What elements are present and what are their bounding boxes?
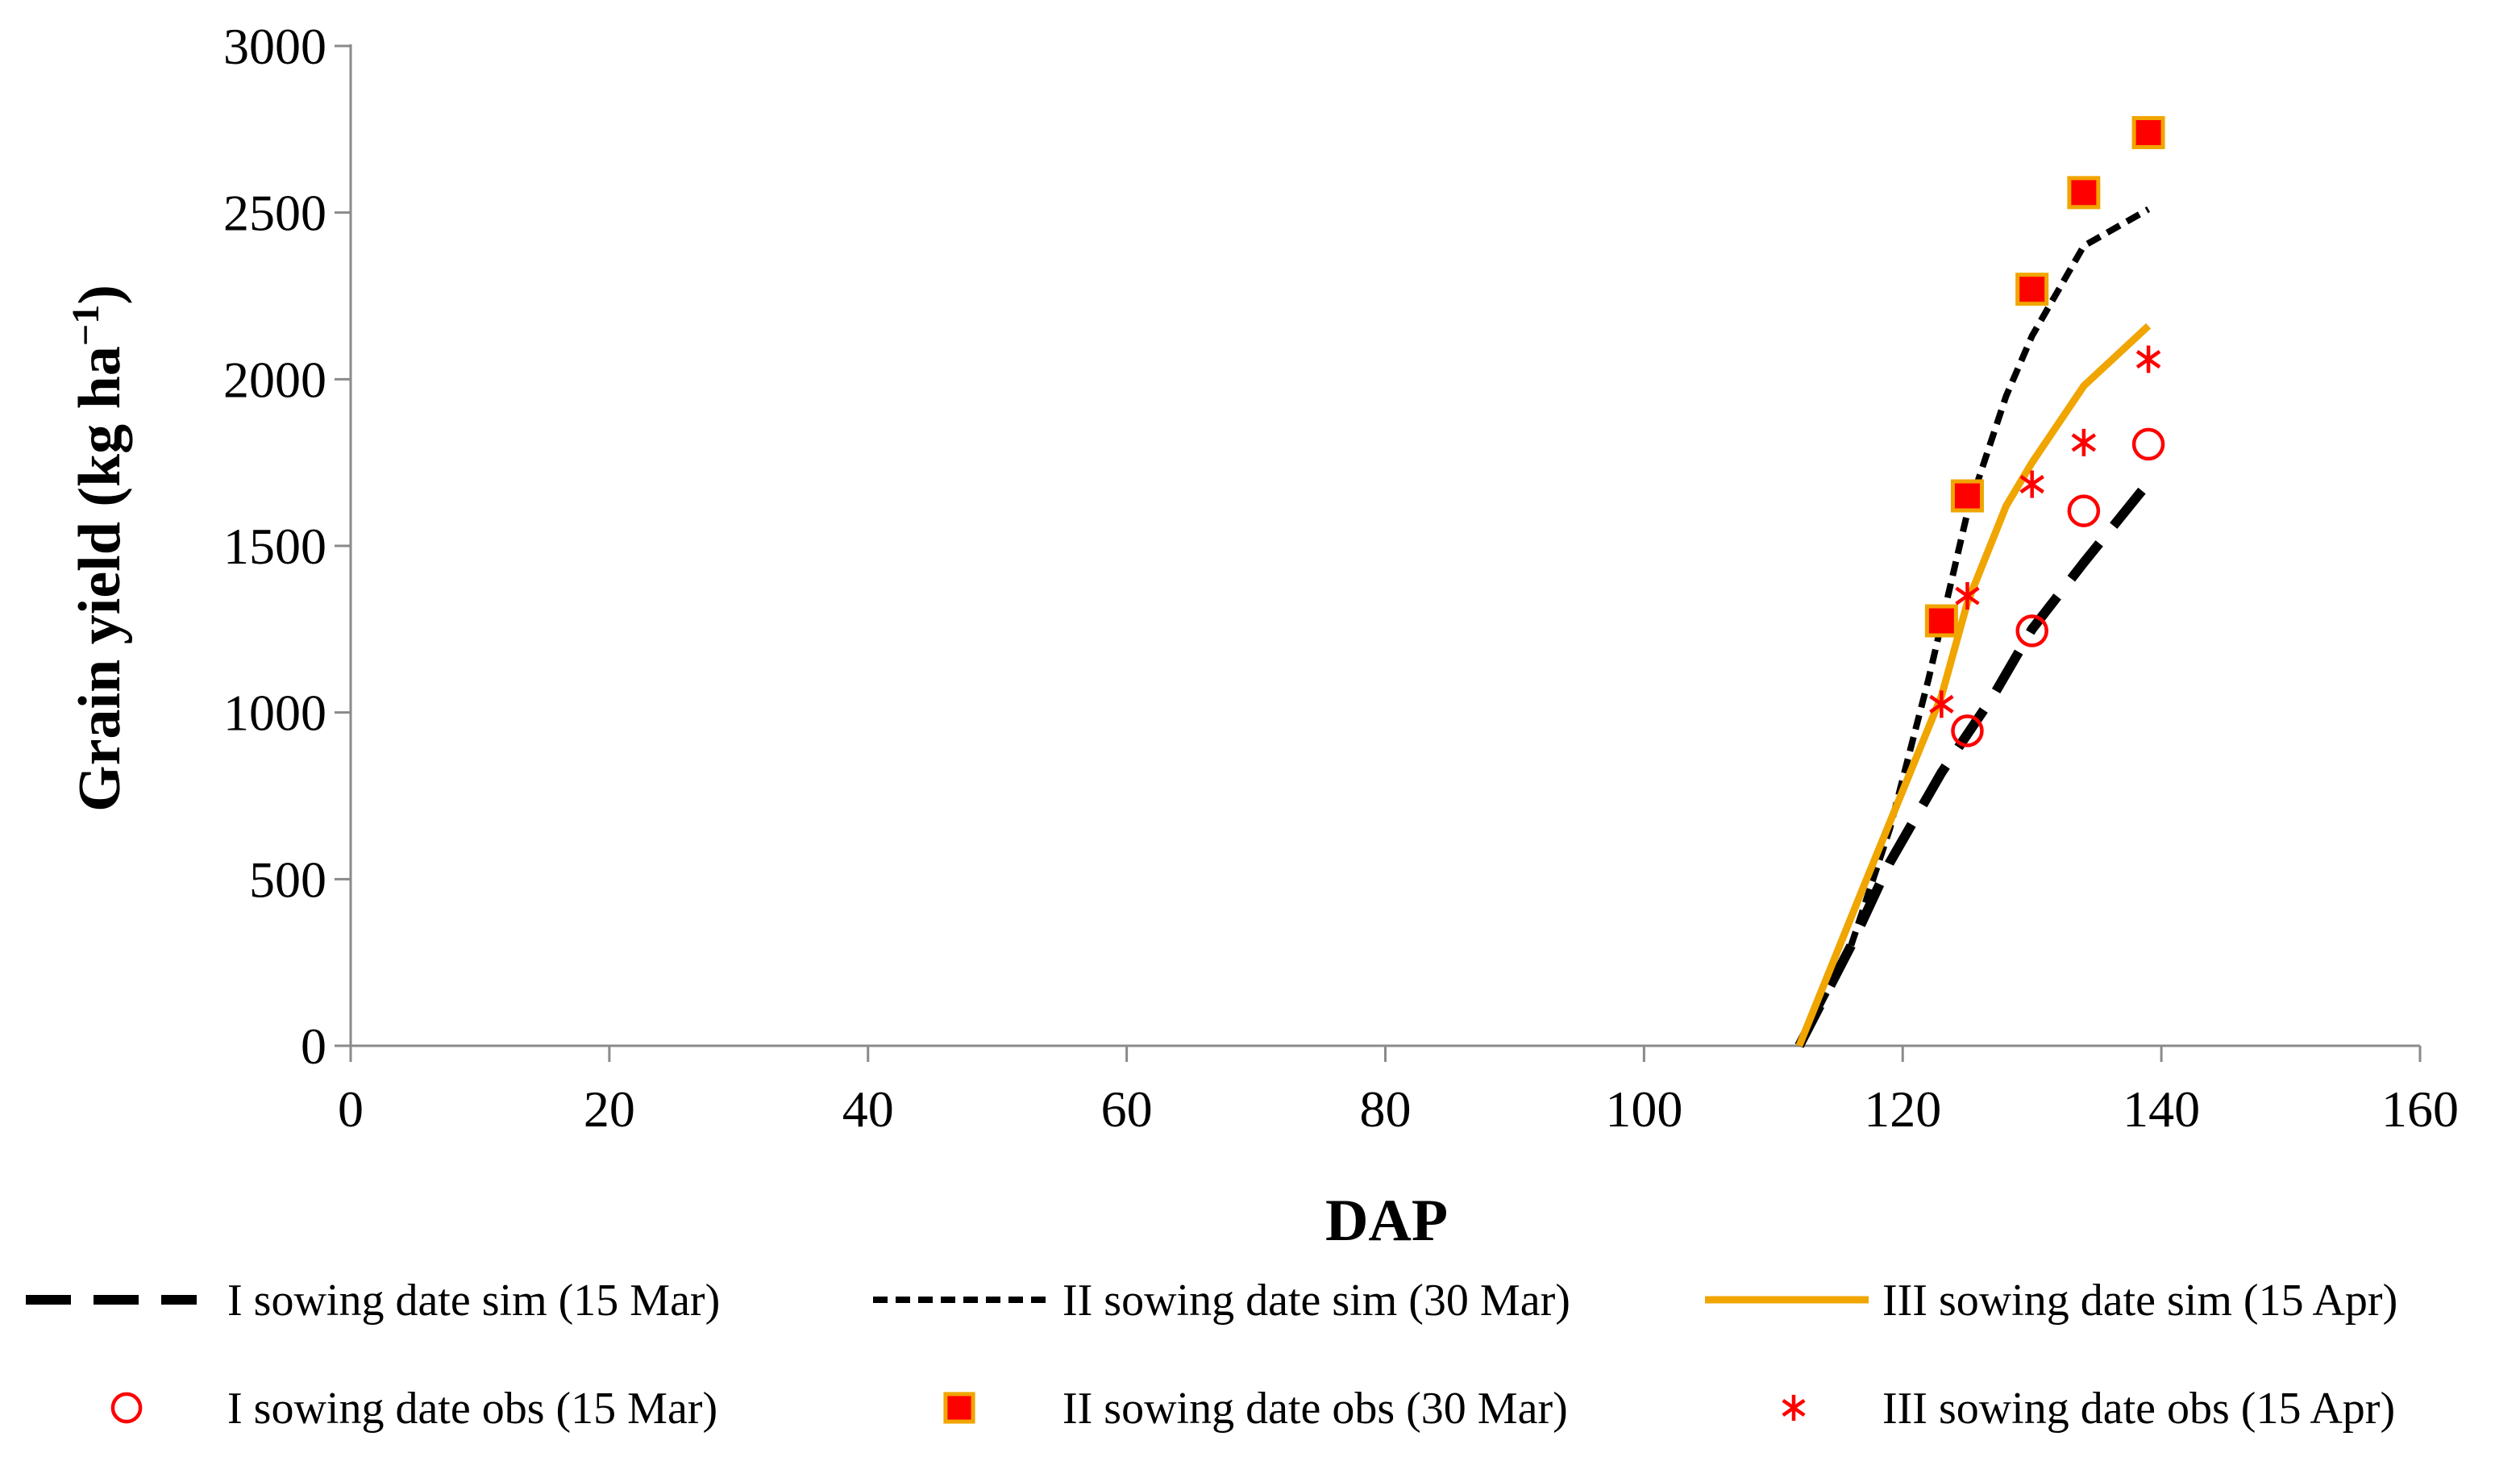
- series-4-point-3: [2067, 176, 2101, 210]
- series-5-point-0: [1929, 690, 1954, 718]
- series-5-point-4: [2135, 345, 2161, 373]
- series-3-point-0: [1951, 714, 1984, 747]
- series-4-point-1: [1950, 479, 1984, 513]
- y-tick-label-1: 500: [249, 851, 326, 908]
- series-5-point-3-stroke-b: [2071, 433, 2097, 452]
- legend-marker-0: [110, 1392, 143, 1424]
- series-4-point-2: [2015, 273, 2049, 306]
- y-tick-label-0: 0: [301, 1018, 326, 1075]
- y-tick-label-6: 3000: [223, 18, 326, 75]
- legend-label-sim-0: I sowing date sim (15 Mar): [227, 1276, 720, 1326]
- legend-marker-2: [1782, 1394, 1806, 1422]
- series-5-point-0-stroke-b: [1929, 694, 1954, 714]
- series-5-point-2: [2019, 470, 2044, 498]
- x-tick-label-3: 60: [1101, 1080, 1153, 1138]
- x-tick-label-5: 100: [1605, 1080, 1682, 1138]
- series-3-point-1: [2015, 614, 2048, 647]
- legend-label-sim-2: III sowing date sim (15 Apr): [1882, 1276, 2397, 1326]
- x-tick-label-2: 40: [842, 1080, 894, 1138]
- y-tick-label-3: 1500: [223, 518, 326, 575]
- series-5-point-1-stroke-b: [1955, 586, 1980, 606]
- legend-label-obs-2: III sowing date obs (15 Apr): [1882, 1384, 2395, 1434]
- series-3-point-3: [2131, 427, 2165, 461]
- x-tick-label-1: 20: [584, 1080, 635, 1138]
- series-5-point-3: [2071, 428, 2097, 456]
- axes: [335, 44, 2422, 1062]
- legend-label-obs-1: II sowing date obs (30 Mar): [1062, 1384, 1568, 1434]
- x-tick-label-7: 140: [2123, 1080, 2200, 1138]
- series-4-point-0: [1924, 604, 1958, 638]
- series-line-1: [1796, 206, 2151, 1047]
- x-axis-title: DAP: [1325, 1188, 1448, 1254]
- legend: I sowing date sim (15 Mar) II sowing date…: [26, 1276, 2397, 1434]
- plot-series: [1794, 115, 2165, 1048]
- series-5-point-1: [1955, 582, 1980, 610]
- y-tick-label-2: 1000: [223, 685, 326, 742]
- legend-label-obs-0: I sowing date obs (15 Mar): [227, 1384, 717, 1434]
- tick-labels: 0 500 1000 1500 2000 2500 3000 0 20 40 60 80 100 120 1…: [223, 18, 2459, 1138]
- series-4-point-4: [2131, 115, 2165, 149]
- y-axis-title-close: ): [67, 285, 133, 305]
- series-line-2: [1795, 323, 2152, 1047]
- y-axis-title: Grain yield (kg ha−1): [64, 285, 133, 812]
- y-axis-title-sup: −1: [64, 305, 107, 346]
- legend-marker-1: [943, 1392, 975, 1424]
- series-3-point-2: [2067, 494, 2101, 527]
- legend-label-sim-1: II sowing date sim (30 Mar): [1062, 1276, 1570, 1326]
- x-tick-label-0: 0: [338, 1080, 364, 1138]
- series-5-point-2-stroke-b: [2019, 474, 2044, 494]
- x-tick-label-6: 120: [1864, 1080, 1941, 1138]
- series-5-point-4-stroke-b: [2135, 349, 2161, 369]
- legend-marker-2-stroke-b: [1782, 1398, 1806, 1417]
- series-line-0: [1794, 479, 2152, 1048]
- y-tick-label-4: 2000: [223, 351, 326, 408]
- y-axis-title-main: Grain yield (kg ha: [67, 346, 133, 812]
- x-tick-label-4: 80: [1360, 1080, 1412, 1138]
- y-tick-label-5: 2500: [223, 185, 326, 242]
- x-tick-label-8: 160: [2381, 1080, 2459, 1138]
